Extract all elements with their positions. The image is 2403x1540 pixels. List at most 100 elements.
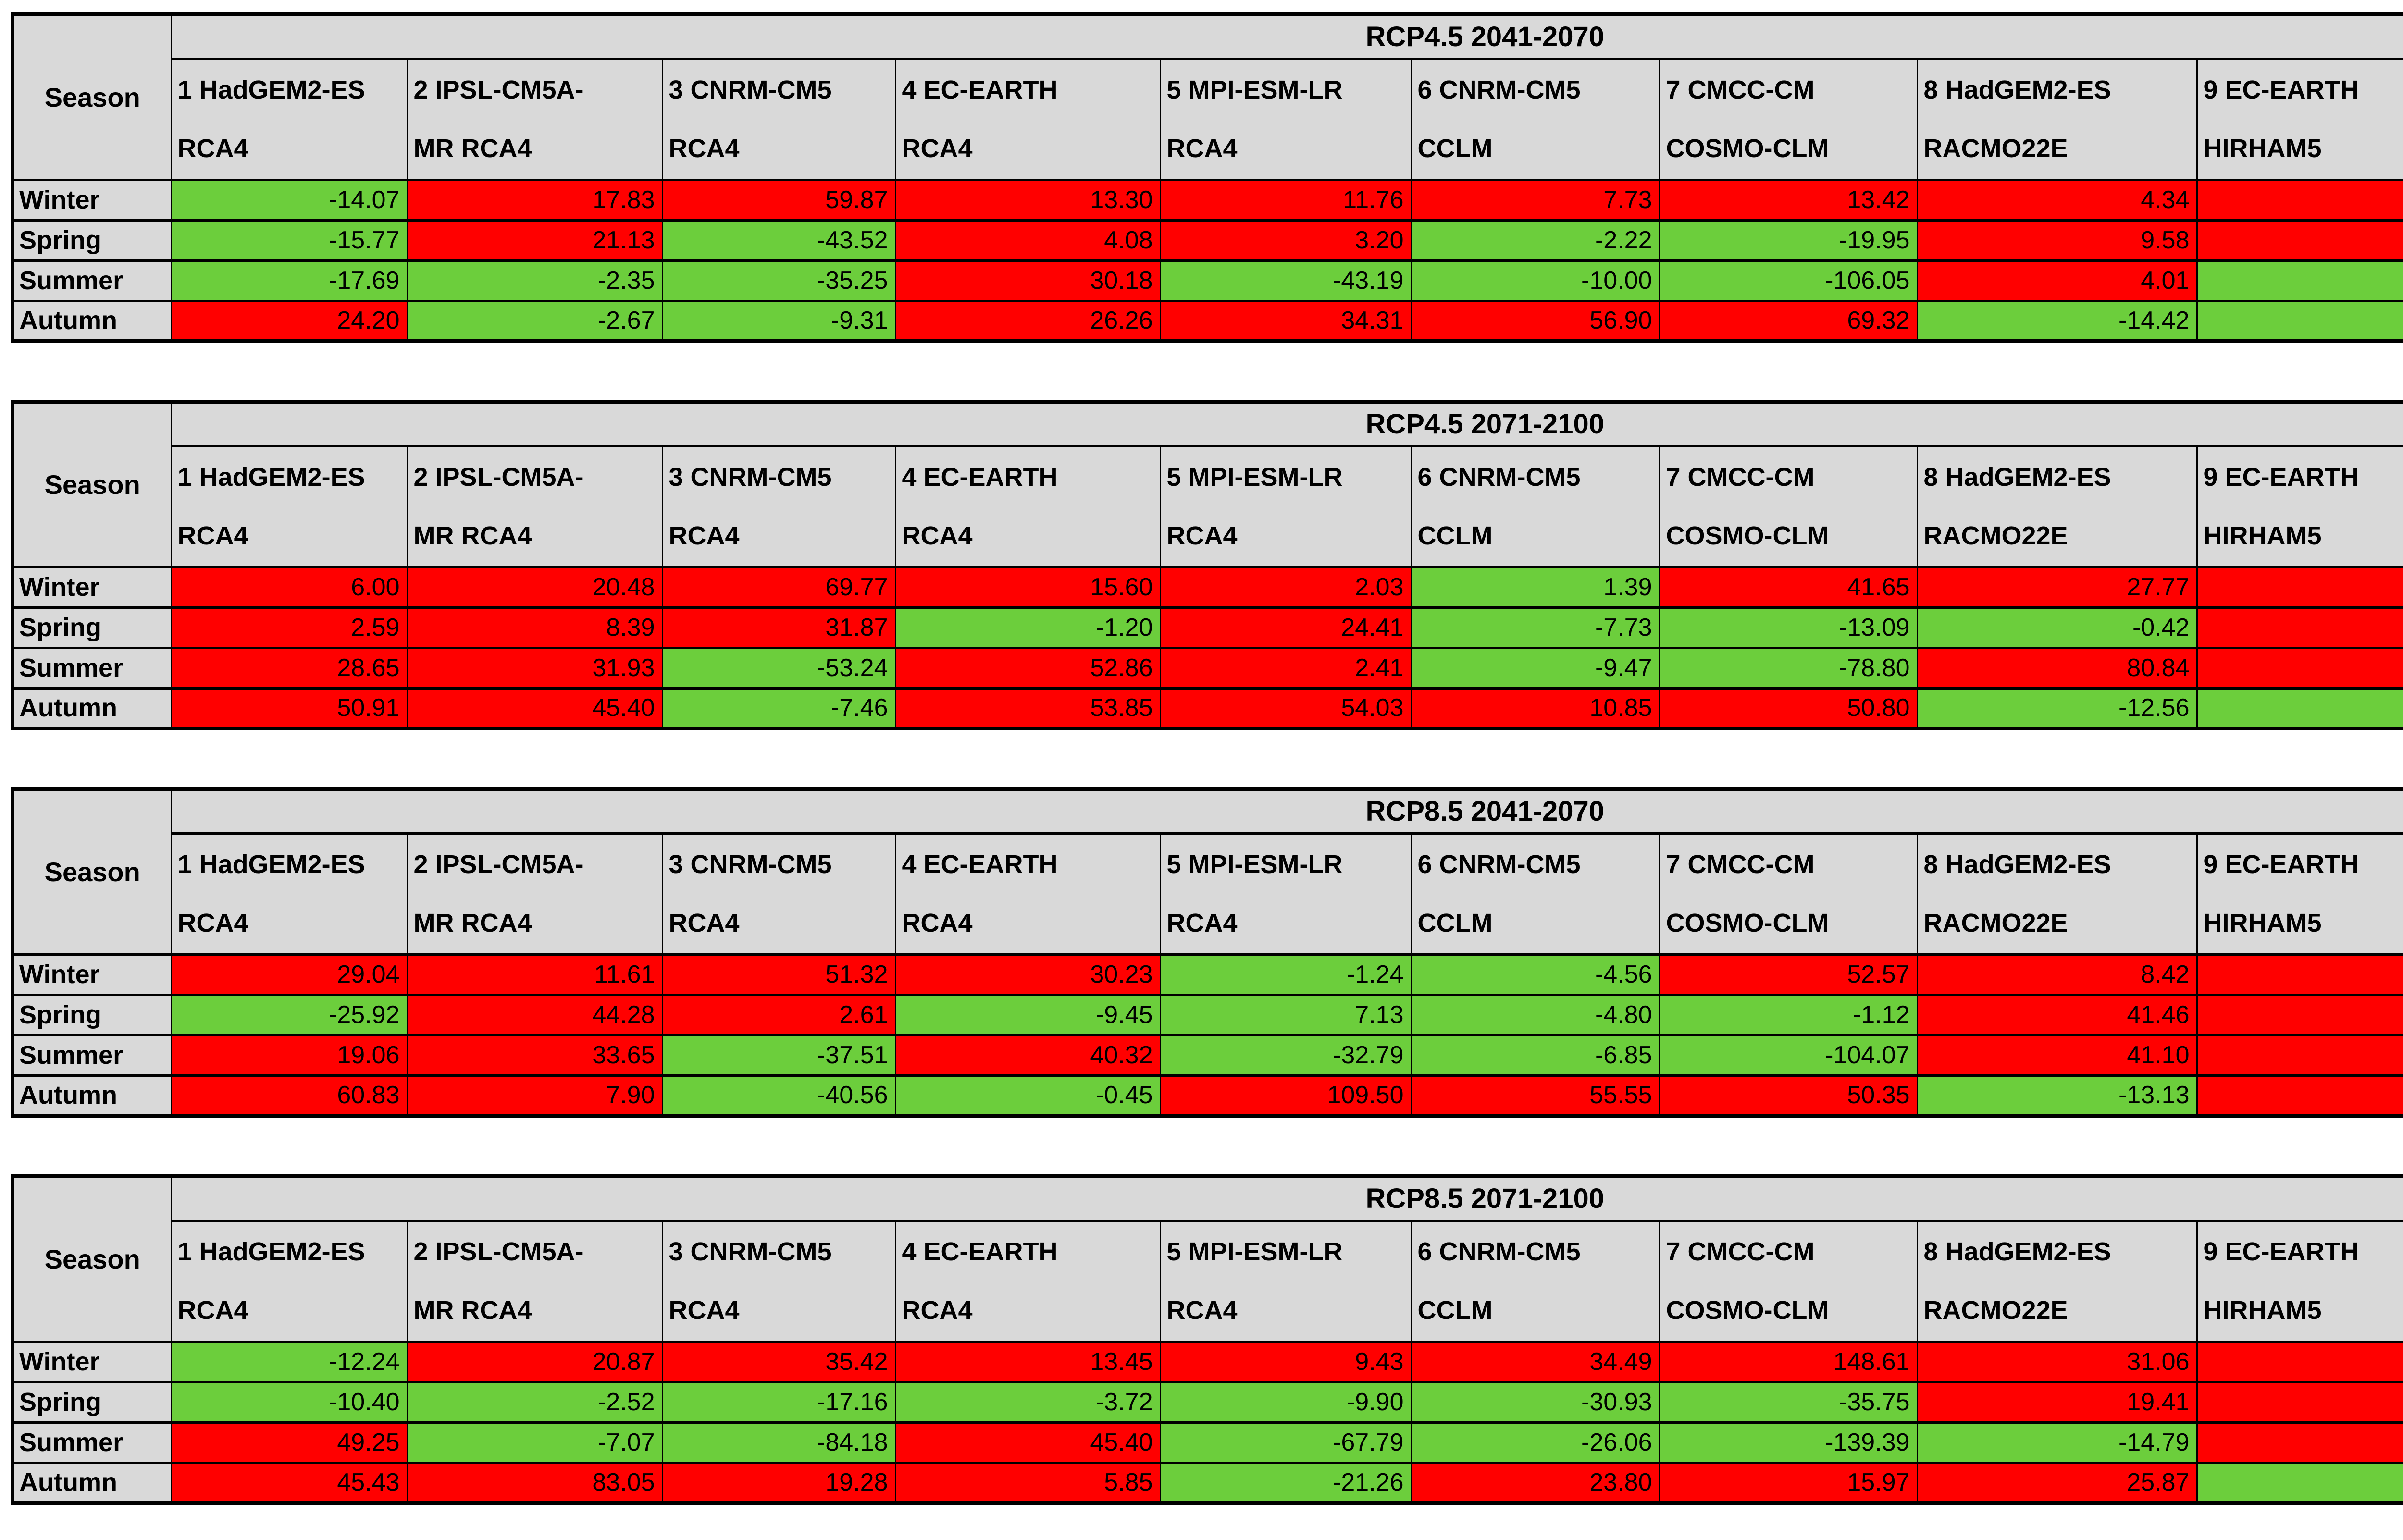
- column-header-line2: HIRHAM5: [2203, 1296, 2322, 1325]
- value-cell: -14.07: [170, 178, 408, 222]
- value-cell: 8.42: [1916, 953, 2198, 996]
- value-cell: 51.32: [661, 953, 896, 996]
- value-cell: -12.56: [1916, 687, 2198, 730]
- column-header-model-9: 9 EC-EARTH HIRHAM5: [2196, 444, 2403, 568]
- season-label: Summer: [12, 646, 172, 690]
- column-header-line1: 9 EC-EARTH: [2203, 1237, 2359, 1266]
- table-title: RCP8.5 2071-2100: [170, 1175, 2403, 1222]
- column-header-line2: RCA4: [669, 134, 740, 163]
- column-header-line1: 2 IPSL-CM5A-: [413, 463, 584, 492]
- season-label: Autumn: [12, 687, 172, 730]
- value-cell: 23.26: [2196, 1034, 2403, 1077]
- column-header-line1: 5 MPI-ESM-LR: [1166, 463, 1343, 492]
- value-cell: 4.08: [894, 219, 1161, 262]
- season-column-header: Season: [12, 400, 172, 568]
- column-header-model-6: 6 CNRM-CM5 CCLM: [1410, 57, 1660, 181]
- column-header-model-6: 6 CNRM-CM5 CCLM: [1410, 832, 1660, 956]
- value-cell: 18.00: [2196, 219, 2403, 262]
- column-header-line2: RCA4: [902, 1296, 973, 1325]
- season-label: Spring: [12, 606, 172, 649]
- value-cell: 2.59: [170, 606, 408, 649]
- column-header-line2: HIRHAM5: [2203, 521, 2322, 550]
- column-header-line1: 6 CNRM-CM5: [1417, 1237, 1581, 1266]
- column-header-model-7: 7 CMCC-CM COSMO-CLM: [1659, 832, 1918, 956]
- value-cell: -9.47: [1410, 646, 1660, 690]
- value-cell: 30.18: [894, 259, 1161, 302]
- column-header-line1: 7 CMCC-CM: [1666, 75, 1815, 104]
- column-header-line2: MR RCA4: [413, 521, 532, 550]
- column-header-line2: RCA4: [669, 521, 740, 550]
- value-cell: 69.32: [1659, 299, 1918, 343]
- column-header-line1: 8 HadGEM2-ES: [1923, 463, 2111, 492]
- column-header-line2: HIRHAM5: [2203, 909, 2322, 937]
- column-header-line1: 1 HadGEM2-ES: [177, 1237, 365, 1266]
- column-header-line1: 4 EC-EARTH: [902, 850, 1058, 879]
- value-cell: 49.25: [170, 1421, 408, 1464]
- value-cell: 11.76: [1159, 178, 1412, 222]
- column-header-model-4: 4 EC-EARTH RCA4: [894, 832, 1161, 956]
- season-label: Winter: [12, 953, 172, 996]
- value-cell: 6.00: [170, 566, 408, 609]
- column-header-line2: RACMO22E: [1923, 521, 2068, 550]
- value-cell: 31.06: [1916, 1340, 2198, 1383]
- season-column-header: Season: [12, 1175, 172, 1343]
- value-cell: -43.19: [1159, 259, 1412, 302]
- value-cell: -15.77: [170, 219, 408, 262]
- column-header-line2: COSMO-CLM: [1666, 1296, 1829, 1325]
- table-row-summer: Summer 19.06 33.65 -37.51 40.32 -32.79 -6.85 -1…: [12, 1034, 2403, 1077]
- column-header-model-5: 5 MPI-ESM-LR RCA4: [1159, 444, 1412, 568]
- column-header-line2: RCA4: [1166, 909, 1238, 937]
- value-cell: -2.52: [406, 1380, 663, 1424]
- column-header-line1: 3 CNRM-CM5: [669, 463, 832, 492]
- column-header-model-8: 8 HadGEM2-ES RACMO22E: [1916, 832, 2198, 956]
- column-header-line1: 3 CNRM-CM5: [669, 75, 832, 104]
- column-header-line1: 3 CNRM-CM5: [669, 1237, 832, 1266]
- value-cell: 20.65: [2196, 1380, 2403, 1424]
- value-cell: 21.13: [406, 219, 663, 262]
- column-header-line2: RCA4: [177, 909, 248, 937]
- column-header-line1: 5 MPI-ESM-LR: [1166, 850, 1343, 879]
- value-cell: -9.45: [894, 993, 1161, 1036]
- column-header-model-1: 1 HadGEM2-ES RCA4: [170, 57, 408, 181]
- value-cell: -106.05: [1659, 259, 1918, 302]
- value-cell: -1.08: [2196, 687, 2403, 730]
- value-cell: 9.58: [1916, 219, 2198, 262]
- table-row-winter: Winter -14.07 17.83 59.87 13.30 11.76 7.73 13.4…: [12, 178, 2403, 222]
- value-cell: 60.83: [170, 1074, 408, 1117]
- value-cell: 1.39: [1410, 566, 1660, 609]
- value-cell: 10.85: [1410, 687, 1660, 730]
- column-header-line1: 1 HadGEM2-ES: [177, 850, 365, 879]
- value-cell: -13.09: [1659, 606, 1918, 649]
- value-cell: -28.97: [2196, 259, 2403, 302]
- value-cell: 52.57: [1659, 953, 1918, 996]
- column-header-line1: 4 EC-EARTH: [902, 463, 1058, 492]
- value-cell: -26.06: [1410, 1421, 1660, 1464]
- column-header-line1: 4 EC-EARTH: [902, 1237, 1058, 1266]
- value-cell: 1.71: [2196, 1421, 2403, 1464]
- value-cell: -139.39: [1659, 1421, 1918, 1464]
- column-header-line1: 4 EC-EARTH: [902, 75, 1058, 104]
- value-cell: -35.25: [661, 259, 896, 302]
- column-header-line2: RCA4: [1166, 521, 1238, 550]
- value-cell: 54.03: [1159, 687, 1412, 730]
- column-header-line2: CCLM: [1417, 134, 1493, 163]
- column-header-line1: 7 CMCC-CM: [1666, 1237, 1815, 1266]
- season-label: Winter: [12, 566, 172, 609]
- column-header-line1: 6 CNRM-CM5: [1417, 850, 1581, 879]
- value-cell: -1.20: [894, 606, 1161, 649]
- value-cell: -12.24: [170, 1340, 408, 1383]
- column-header-model-3: 3 CNRM-CM5 RCA4: [661, 57, 896, 181]
- column-header-line2: HIRHAM5: [2203, 134, 2322, 163]
- column-header-model-8: 8 HadGEM2-ES RACMO22E: [1916, 1219, 2198, 1343]
- column-header-model-3: 3 CNRM-CM5 RCA4: [661, 444, 896, 568]
- column-header-line2: RCA4: [902, 134, 973, 163]
- column-header-line1: 9 EC-EARTH: [2203, 463, 2359, 492]
- column-header-line2: CCLM: [1417, 909, 1493, 937]
- value-cell: 20.48: [406, 566, 663, 609]
- column-header-model-1: 1 HadGEM2-ES RCA4: [170, 444, 408, 568]
- column-header-line1: 6 CNRM-CM5: [1417, 75, 1581, 104]
- value-cell: 4.34: [1916, 178, 2198, 222]
- value-cell: -0.45: [894, 1074, 1161, 1117]
- table-title: RCP4.5 2041-2070: [170, 13, 2403, 60]
- season-label: Spring: [12, 993, 172, 1036]
